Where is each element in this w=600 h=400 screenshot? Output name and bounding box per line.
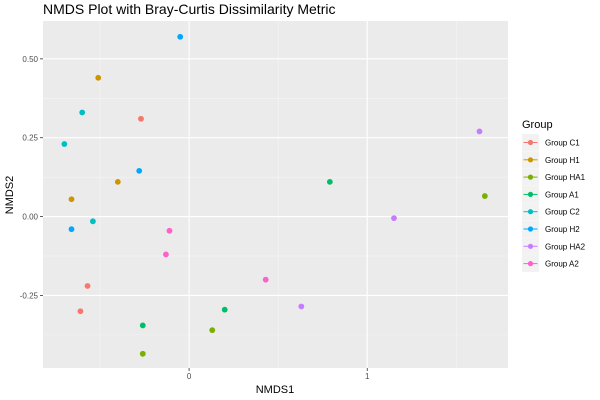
data-point [95, 74, 102, 81]
data-point [481, 193, 488, 199]
plot-panel [43, 21, 508, 368]
legend-key-point [527, 243, 534, 249]
data-point [89, 218, 96, 225]
legend-label: Group HA1 [545, 173, 586, 182]
grid-major [43, 21, 508, 368]
axis-ticks: 0 1 0.50 0.25 0.00 -0.25 [20, 55, 370, 381]
data-point [68, 226, 75, 233]
legend-items: Group C1 Group H1 Group HA1 Group A1 Group C… [522, 134, 586, 273]
data-point [298, 303, 305, 310]
legend-label: Group H2 [545, 225, 580, 234]
legend-label: Group H1 [545, 156, 580, 165]
legend-title: Group [522, 119, 553, 131]
legend-key-point [527, 174, 534, 180]
legend-label: Group C2 [545, 208, 580, 217]
data-points [61, 33, 488, 357]
y-tick-label: 0.00 [22, 213, 38, 222]
data-point [326, 178, 333, 185]
data-point [262, 276, 269, 283]
y-axis-title: NMDS2 [4, 176, 16, 215]
data-point [68, 196, 75, 203]
data-point [138, 115, 144, 122]
legend-key-point [527, 157, 534, 163]
data-point [476, 128, 483, 135]
data-point [166, 227, 173, 234]
x-tick-label: 1 [365, 372, 370, 381]
data-point [61, 141, 68, 147]
data-point [209, 327, 216, 334]
y-tick-label: 0.25 [22, 134, 38, 143]
legend-label: Group C1 [545, 139, 580, 148]
data-point [221, 306, 228, 313]
data-point [139, 322, 146, 329]
legend-label: Group HA2 [545, 242, 586, 251]
data-point [177, 33, 184, 40]
data-point [84, 283, 91, 289]
legend-key-point [527, 139, 534, 146]
legend-key-point [527, 261, 534, 267]
legend-key-point [527, 209, 534, 215]
x-axis-title: NMDS1 [256, 384, 295, 396]
legend-label: Group A2 [545, 260, 579, 269]
data-point [139, 350, 146, 357]
x-tick-label: 0 [187, 372, 192, 381]
data-point [79, 109, 86, 116]
y-tick-label: 0.50 [22, 55, 38, 64]
legend-key-point [527, 191, 534, 197]
legend-label: Group A1 [545, 190, 579, 199]
data-point [77, 308, 84, 315]
data-point [136, 167, 143, 174]
data-point [163, 251, 169, 258]
chart-title: NMDS Plot with Bray-Curtis Dissimilarity… [43, 1, 335, 17]
grid-minor [43, 21, 508, 368]
y-tick-label: -0.25 [20, 291, 39, 300]
data-point [391, 215, 397, 222]
data-point [114, 178, 121, 185]
legend-key-point [527, 226, 534, 232]
